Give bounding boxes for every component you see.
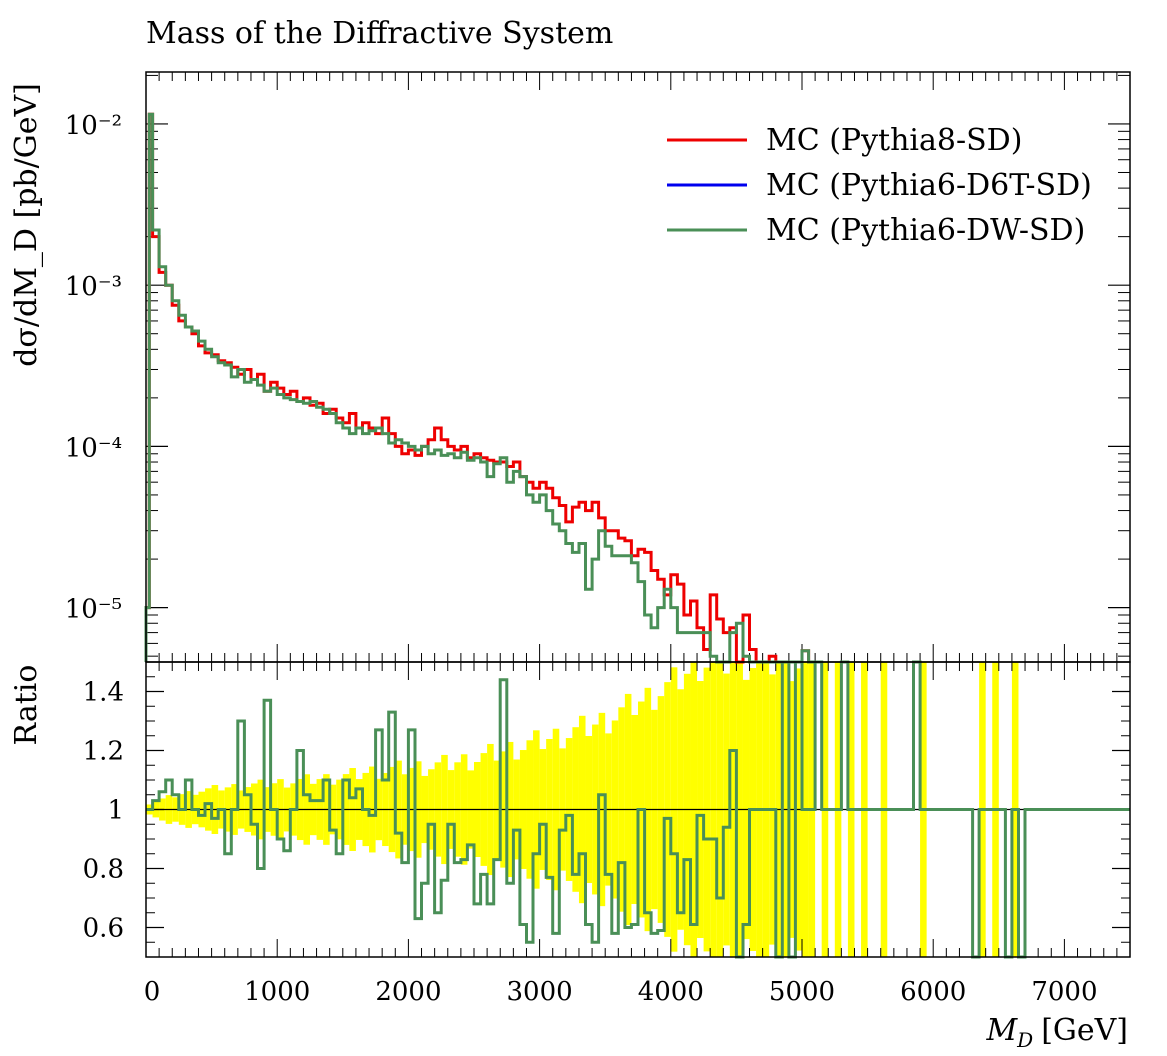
main-y-tick-label: 10⁻⁴ xyxy=(65,433,122,463)
x-axis-label-sub: D xyxy=(1016,1028,1033,1052)
x-tick-label: 0 xyxy=(144,977,161,1007)
x-axis-label-main: M xyxy=(985,1013,1018,1048)
legend: MC (Pythia8-SD) MC (Pythia6-D6T-SD) MC (Py… xyxy=(667,123,1092,248)
x-tick-label: 4000 xyxy=(638,977,704,1007)
series-line-mc-pythia6-dw-sd- xyxy=(144,112,816,664)
ratio-y-axis-label: Ratio xyxy=(9,665,44,746)
main-y-tick-label: 10⁻² xyxy=(65,111,122,141)
ratio-y-tick-label: 1.2 xyxy=(83,737,124,767)
x-tick-label: 2000 xyxy=(375,977,441,1007)
main-series-lines xyxy=(144,112,816,664)
series-line-mc-pythia8-sd- xyxy=(144,112,816,664)
ratio-y-tick-label: 0.8 xyxy=(83,855,124,885)
ratio-y-tick-label: 1 xyxy=(107,796,124,826)
legend-label: MC (Pythia6-D6T-SD) xyxy=(766,168,1092,203)
x-tick-label: 6000 xyxy=(900,977,966,1007)
ratio-series-line xyxy=(146,660,1130,959)
x-axis-label: MD [GeV] xyxy=(985,1013,1128,1052)
main-y-tick-label: 10⁻³ xyxy=(65,272,122,302)
ratio-y-tick-label: 0.6 xyxy=(83,914,124,944)
ratio-plot-frame xyxy=(145,661,1131,958)
chart-title: Mass of the Diffractive System xyxy=(146,16,613,51)
x-tick-label: 7000 xyxy=(1031,977,1097,1007)
ratio-y-tick-label: 1.4 xyxy=(83,678,124,708)
x-tick-label: 1000 xyxy=(244,977,310,1007)
ratio-series-lines xyxy=(146,660,1130,959)
x-tick-label: 3000 xyxy=(507,977,573,1007)
legend-label: MC (Pythia8-SD) xyxy=(766,123,1022,158)
main-y-axis-label: dσ/dM_D [pb/GeV] xyxy=(9,83,44,367)
legend-label: MC (Pythia6-DW-SD) xyxy=(766,213,1085,248)
x-axis-label-unit: [GeV] xyxy=(1041,1013,1128,1048)
main-plot-axes: 10⁻⁵ 10⁻⁴ 10⁻³ 10⁻² xyxy=(65,72,1131,662)
main-y-tick-label: 10⁻⁵ xyxy=(65,595,122,625)
x-tick-label: 5000 xyxy=(769,977,835,1007)
